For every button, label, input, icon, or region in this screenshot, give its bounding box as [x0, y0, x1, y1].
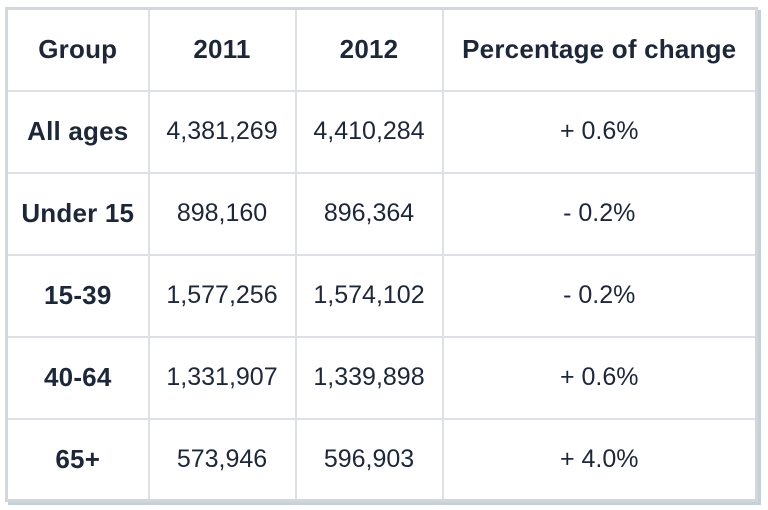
under-15-change-value: - 0.2% — [441, 171, 758, 256]
under-15-2012-value: 896,364 — [294, 171, 444, 256]
65-plus-change-value: + 4.0% — [441, 417, 758, 502]
table-row-40-64: 40-64 1,331,907 1,339,898 + 0.6% — [5, 335, 758, 420]
column-header-2011: 2011 — [147, 7, 297, 92]
15-39-change-value: - 0.2% — [441, 253, 758, 338]
40-64-change-value: + 0.6% — [441, 335, 758, 420]
65-plus-2011-value: 573,946 — [147, 417, 297, 502]
row-label-under-15: Under 15 — [5, 171, 150, 256]
column-header-group: Group — [5, 7, 150, 92]
65-plus-2012-value: 596,903 — [294, 417, 444, 502]
15-39-2012-value: 1,574,102 — [294, 253, 444, 338]
all-ages-2012-value: 4,410,284 — [294, 89, 444, 174]
all-ages-2011-value: 4,381,269 — [147, 89, 297, 174]
row-label-15-39: 15-39 — [5, 253, 150, 338]
table-row-all-ages: All ages 4,381,269 4,410,284 + 0.6% — [5, 89, 758, 174]
row-label-all-ages: All ages — [5, 89, 150, 174]
table-row-65-plus: 65+ 573,946 596,903 + 4.0% — [5, 417, 758, 502]
header-row: Group 2011 2012 Percentage of change — [5, 7, 758, 92]
row-label-40-64: 40-64 — [5, 335, 150, 420]
40-64-2012-value: 1,339,898 — [294, 335, 444, 420]
40-64-2011-value: 1,331,907 — [147, 335, 297, 420]
column-header-percentage-of-change: Percentage of change — [441, 7, 758, 92]
population-change-table: Group 2011 2012 Percentage of change All… — [5, 7, 758, 502]
15-39-2011-value: 1,577,256 — [147, 253, 297, 338]
under-15-2011-value: 898,160 — [147, 171, 297, 256]
row-label-65-plus: 65+ — [5, 417, 150, 502]
table-row-under-15: Under 15 898,160 896,364 - 0.2% — [5, 171, 758, 256]
all-ages-change-value: + 0.6% — [441, 89, 758, 174]
table-row-15-39: 15-39 1,577,256 1,574,102 - 0.2% — [5, 253, 758, 338]
column-header-2012: 2012 — [294, 7, 444, 92]
